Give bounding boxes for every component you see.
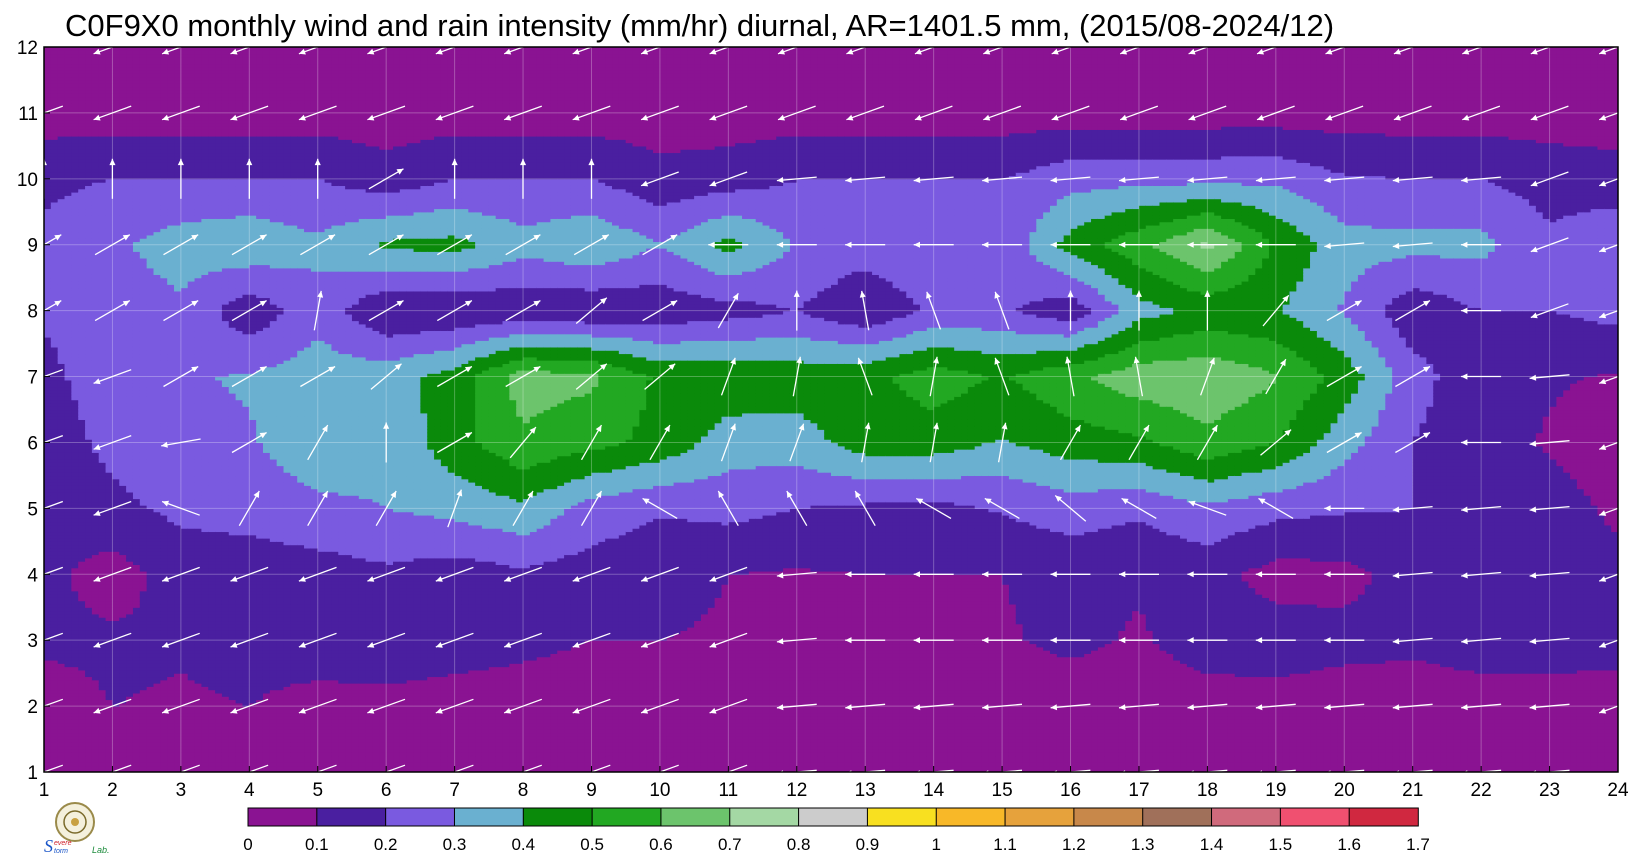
plot-area [25, 40, 1637, 779]
chart-title: C0F9X0 monthly wind and rain intensity (… [65, 8, 1334, 43]
contour-fill [44, 47, 1619, 773]
